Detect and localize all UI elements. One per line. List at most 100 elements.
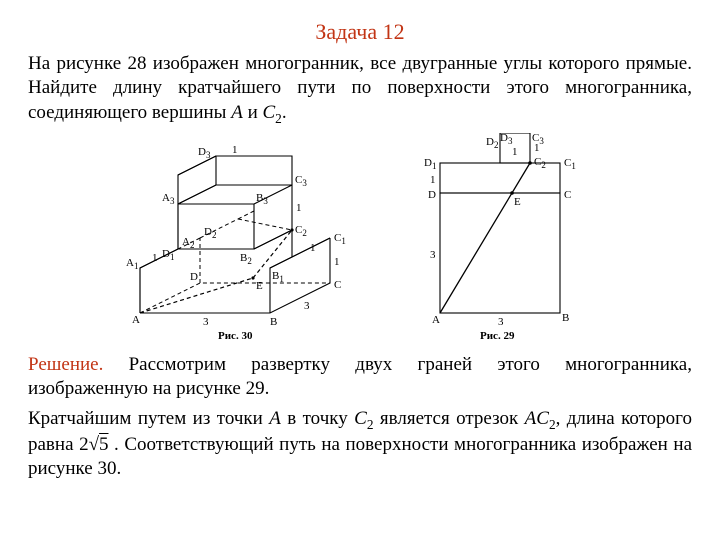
lbl-D1: D <box>162 248 170 260</box>
lbl-A1: A <box>126 257 134 269</box>
f29-C1s: 1 <box>571 161 576 171</box>
p2b-C: C <box>354 408 367 429</box>
svg-text:D1: D1 <box>162 248 174 262</box>
f29-A: A <box>432 314 440 326</box>
p2e: . Соответствующий путь на поверхности мн… <box>28 434 692 479</box>
lbl-D: D <box>190 271 198 283</box>
lbl-C: C <box>334 279 341 291</box>
formula-coef: 2 <box>79 434 89 455</box>
formula: 2√5 <box>79 434 114 455</box>
lbl-A2: A <box>182 236 190 248</box>
p2c-sub: 2 <box>549 417 556 432</box>
svg-text:A2: A2 <box>182 236 194 250</box>
lbl-D1s: 1 <box>170 252 175 262</box>
vertex-c-sub: 2 <box>275 111 282 126</box>
f29-B: B <box>562 312 569 324</box>
dim-1a: 1 <box>232 144 238 156</box>
f29-C2s: 2 <box>541 160 546 170</box>
lbl-A: A <box>132 314 140 326</box>
figure-29: A B C D E D1 C1 D2 C2 D3 C3 1 1 1 3 3 Ри… <box>410 133 600 343</box>
f29-E: E <box>514 196 521 208</box>
problem-title: Задача 12 <box>28 18 692 46</box>
f29-D: D <box>428 189 436 201</box>
svg-text:C2: C2 <box>295 224 307 238</box>
lbl-D2s: 2 <box>212 230 217 240</box>
solution-p2: Кратчайшим путем из точки A в точку C 2 я… <box>28 407 692 481</box>
problem-text: На рисунке 28 изображен многогранник, вс… <box>28 53 692 123</box>
f29-D2: D <box>486 136 494 148</box>
f29-C: C <box>564 189 571 201</box>
lbl-B3: B <box>256 192 263 204</box>
svg-text:D3: D3 <box>198 146 211 160</box>
p2a: Кратчайшим путем из точки <box>28 408 269 429</box>
f29-D3s: 3 <box>508 136 513 146</box>
lbl-B2: B <box>240 252 247 264</box>
f29-n3a: 3 <box>430 249 436 261</box>
lbl-B: B <box>270 316 277 328</box>
svg-text:D3: D3 <box>500 133 513 146</box>
lbl-D2: D <box>204 226 212 238</box>
solution-label: Решение. <box>28 354 103 375</box>
fig29-caption: Рис. 29 <box>480 330 515 342</box>
f29-C3s: 3 <box>539 136 544 146</box>
problem-statement: На рисунке 28 изображен многогранник, вс… <box>28 52 692 126</box>
dim-3a: 3 <box>203 316 209 328</box>
problem-and: и <box>243 102 263 123</box>
f29-n1b: 1 <box>430 174 436 186</box>
lbl-C3s: 3 <box>302 178 307 188</box>
lbl-D3s: 3 <box>206 150 211 160</box>
svg-text:B3: B3 <box>256 192 268 206</box>
dim-3b: 3 <box>304 300 310 312</box>
problem-dot: . <box>282 102 287 123</box>
svg-text:B1: B1 <box>272 270 284 284</box>
lbl-C1s: 1 <box>341 236 346 246</box>
f29-D2s: 2 <box>494 140 499 150</box>
lbl-A2s: 2 <box>190 240 195 250</box>
lbl-B1: B <box>272 270 279 282</box>
p2c-AC: AC <box>525 408 549 429</box>
vertex-a: A <box>231 102 243 123</box>
svg-text:B2: B2 <box>240 252 252 266</box>
lbl-B2s: 2 <box>247 256 252 266</box>
f29-n3b: 3 <box>498 316 504 328</box>
svg-text:C1: C1 <box>334 232 346 246</box>
fig30-caption: Рис. 30 <box>218 330 253 342</box>
p2c: является отрезок <box>373 408 524 429</box>
dim-1d: 1 <box>334 256 340 268</box>
svg-text:D2: D2 <box>204 226 216 240</box>
f29-D1s: 1 <box>432 161 437 171</box>
svg-text:C1: C1 <box>564 157 576 171</box>
solution-p1a: Рассмотрим развертку двух граней этого м… <box>28 354 692 399</box>
dim-1c: 1 <box>310 242 316 254</box>
svg-text:D1: D1 <box>424 157 436 171</box>
lbl-C2s: 2 <box>302 228 307 238</box>
lbl-C2: C <box>295 224 302 236</box>
p2b: в точку <box>281 408 354 429</box>
f29-C2: C <box>534 156 541 168</box>
f29-C1: C <box>564 157 571 169</box>
f29-D3: D <box>500 133 508 144</box>
lbl-C1: C <box>334 232 341 244</box>
svg-text:D2: D2 <box>486 136 498 150</box>
svg-text:A1: A1 <box>126 257 138 271</box>
lbl-A1s: 1 <box>134 261 139 271</box>
figures-row: A B C D E A1 A2 A3 B1 B2 B3 C1 C2 C3 D1 … <box>28 133 692 343</box>
p2a-A: A <box>269 408 281 429</box>
lbl-D3: D <box>198 146 206 158</box>
f29-n1a: 1 <box>512 146 518 158</box>
f29-D1: D <box>424 157 432 169</box>
lbl-B1s: 1 <box>279 274 284 284</box>
formula-rad: 5 <box>99 434 109 455</box>
dim-1e: 1 <box>152 252 158 264</box>
lbl-A3: A <box>162 192 170 204</box>
dim-1b: 1 <box>296 202 302 214</box>
svg-text:C3: C3 <box>295 174 307 188</box>
lbl-C3: C <box>295 174 302 186</box>
svg-text:C2: C2 <box>534 156 546 170</box>
svg-text:A3: A3 <box>162 192 175 206</box>
f29-n1c: 1 <box>534 142 540 154</box>
solution-p1: Решение. Рассмотрим развертку двух гране… <box>28 353 692 402</box>
figure-30: A B C D E A1 A2 A3 B1 B2 B3 C1 C2 C3 D1 … <box>120 133 370 343</box>
lbl-E: E <box>256 280 263 292</box>
lbl-A3s: 3 <box>170 196 175 206</box>
